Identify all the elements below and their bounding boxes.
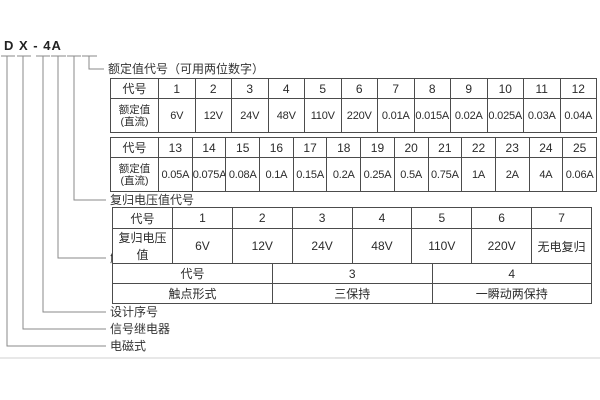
branch-label-electromagnetic: 电磁式 [110, 339, 147, 353]
value-header-label: 额定值 (直流) [118, 103, 151, 128]
value-cell: 0.2A [326, 157, 362, 192]
value-cell: 24V [291, 228, 353, 264]
value-cell: 6V [172, 228, 233, 264]
code-cell: 11 [523, 78, 561, 99]
code-cell: 4 [351, 207, 413, 229]
value-cell: 0.075A [191, 157, 227, 192]
value-cell: 48V [267, 98, 305, 133]
code-cell: 22 [461, 137, 496, 158]
code-cell: 21 [427, 137, 463, 158]
value-header-cell: 复归电压值 [112, 228, 173, 264]
code-cell: 7 [377, 78, 415, 99]
value-cell: 0.25A [360, 157, 395, 192]
value-cell: 0.06A [562, 157, 597, 192]
contact-combo-table: 代号 3 4 触点形式 三保持 一瞬动两保持 [112, 263, 592, 304]
value-header-cell: 额定值 (直流) [110, 157, 159, 192]
code-cell: 5 [411, 207, 473, 229]
code-cell: 4 [431, 263, 592, 284]
value-cell: 1A [461, 157, 496, 192]
value-cell: 4A [528, 157, 564, 192]
model-designation: D X - 4A [4, 38, 62, 53]
value-cell: 2A [494, 157, 530, 192]
code-cell: 24 [528, 137, 564, 158]
value-cell: 0.75A [427, 157, 463, 192]
code-cell: 4 [267, 78, 305, 99]
value-row: 复归电压值 6V 12V 24V 48V 110V 220V 无电复归 [112, 228, 592, 264]
code-row: 代号 1 2 3 4 5 6 7 8 9 10 11 12 [110, 78, 597, 99]
rated-value-table-2: 代号 13 14 15 16 17 18 19 20 21 22 23 24 25 额定值 (直流) 0.05A… [110, 137, 597, 192]
code-cell: 15 [225, 137, 261, 158]
code-cell: 3 [231, 78, 269, 99]
code-header-cell: 代号 [112, 207, 173, 229]
value-cell: 110V [411, 228, 473, 264]
code-cell: 12 [559, 78, 597, 99]
value-row: 触点形式 三保持 一瞬动两保持 [112, 283, 592, 304]
code-cell: 3 [291, 207, 353, 229]
code-cell: 2 [231, 207, 293, 229]
value-cell: 12V [231, 228, 293, 264]
value-cell: 一瞬动两保持 [431, 283, 592, 304]
branch-label-design-serial: 设计序号 [110, 305, 159, 319]
value-cell: 24V [231, 98, 269, 133]
rated-value-table-1: 代号 1 2 3 4 5 6 7 8 9 10 11 12 额定值 (直流) 6V 12V 24V 48V 110V 2… [110, 78, 597, 133]
branch-label-rated-value: 额定值代号（可用两位数字） [108, 62, 265, 76]
value-cell: 6V [158, 98, 196, 133]
code-cell: 25 [562, 137, 597, 158]
code-cell: 18 [326, 137, 362, 158]
code-cell: 3 [272, 263, 433, 284]
code-cell: 16 [259, 137, 294, 158]
value-header-label: 额定值 (直流) [118, 162, 151, 187]
reset-voltage-table: 代号 1 2 3 4 5 6 7 复归电压值 6V 12V 24V 48V 110V 220V 无电复归 [112, 207, 592, 264]
code-header-cell: 代号 [110, 137, 159, 158]
value-cell: 0.01A [377, 98, 415, 133]
branch-label-reset-voltage: 复归电压值代号 [110, 193, 195, 207]
value-row: 额定值 (直流) 6V 12V 24V 48V 110V 220V 0.01A 0.015A 0.0… [110, 98, 597, 133]
value-cell: 0.5A [393, 157, 429, 192]
code-cell: 7 [531, 207, 592, 229]
value-cell: 0.08A [225, 157, 261, 192]
value-cell: 0.025A [486, 98, 524, 133]
value-cell: 0.15A [292, 157, 328, 192]
code-cell: 8 [413, 78, 451, 99]
branch-label-signal-relay: 信号继电器 [110, 322, 171, 336]
code-cell: 19 [360, 137, 395, 158]
code-cell: 10 [486, 78, 524, 99]
code-row: 代号 1 2 3 4 5 6 7 [112, 207, 592, 229]
value-cell: 0.04A [559, 98, 597, 133]
value-header-cell: 额定值 (直流) [110, 98, 159, 133]
value-header-cell: 触点形式 [112, 283, 273, 304]
value-cell: 三保持 [272, 283, 433, 304]
code-cell: 17 [292, 137, 328, 158]
code-header-cell: 代号 [110, 78, 159, 99]
value-cell: 12V [194, 98, 232, 133]
code-cell: 2 [194, 78, 232, 99]
value-cell: 0.015A [413, 98, 451, 133]
value-cell: 0.03A [523, 98, 561, 133]
value-cell: 220V [471, 228, 533, 264]
code-cell: 13 [158, 137, 193, 158]
code-cell: 6 [340, 78, 378, 99]
value-row: 额定值 (直流) 0.05A 0.075A 0.08A 0.1A 0.15A 0.2A 0.25… [110, 157, 597, 192]
code-cell: 6 [471, 207, 533, 229]
code-row: 代号 13 14 15 16 17 18 19 20 21 22 23 24 25 [110, 137, 597, 158]
code-cell: 9 [450, 78, 488, 99]
value-cell: 无电复归 [531, 228, 592, 264]
value-cell: 0.05A [158, 157, 193, 192]
code-header-cell: 代号 [112, 263, 273, 284]
code-cell: 14 [191, 137, 227, 158]
value-cell: 0.1A [259, 157, 294, 192]
value-cell: 220V [340, 98, 378, 133]
code-cell: 5 [304, 78, 342, 99]
value-cell: 110V [304, 98, 342, 133]
code-cell: 1 [158, 78, 196, 99]
page-divider-line [0, 357, 600, 359]
code-cell: 1 [172, 207, 233, 229]
code-cell: 20 [393, 137, 429, 158]
value-cell: 0.02A [450, 98, 488, 133]
code-cell: 23 [494, 137, 530, 158]
value-cell: 48V [351, 228, 413, 264]
code-row: 代号 3 4 [112, 263, 592, 284]
